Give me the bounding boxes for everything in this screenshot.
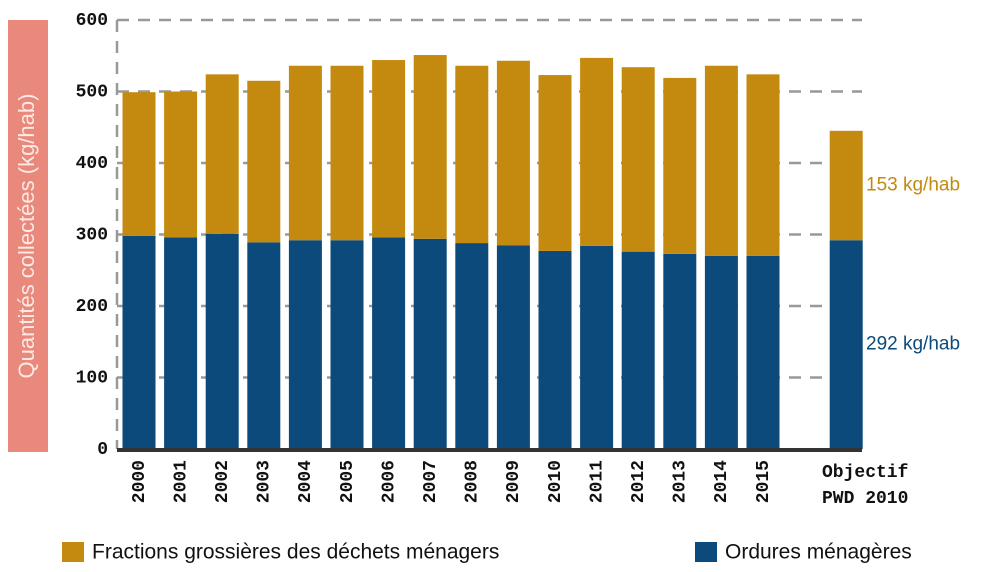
x-tick-label: 2000 [130,460,150,503]
bar-segment [413,238,447,449]
legend-swatch [695,542,717,562]
bar-segment [746,255,780,449]
x-tick-label: 2004 [296,460,316,503]
x-tick-label: 2012 [629,460,649,503]
legend-label: Fractions grossières des déchets ménager… [92,541,499,564]
bar-segment [288,65,322,241]
x-tick-label: 2001 [171,460,191,503]
x-tick-label: 2014 [712,460,732,503]
legend-label: Ordures ménagères [725,541,912,564]
x-tick-label: Objectif PWD 2010 [822,463,909,509]
bar-segment [455,65,489,244]
x-tick-label: 2002 [213,460,233,503]
bar-segment [663,77,697,254]
bar-segment [704,65,738,256]
y-tick-label: 400 [76,154,108,174]
x-tick-label: 2003 [255,460,275,503]
legend-swatch [62,542,84,562]
bar-segment [330,65,364,241]
bar-segment [372,237,406,449]
x-tick-label: 2005 [338,460,358,503]
y-tick-label: 200 [76,297,108,317]
y-tick-label: 300 [76,225,108,245]
bar-segment [288,240,322,449]
value-label: 153 kg/hab [866,175,960,196]
bar-segment [205,233,239,449]
y-axis-label: Quantités collectées (kg/hab) [14,94,39,379]
x-tick-label: 2008 [463,460,483,503]
x-tick-label: 2015 [754,460,774,503]
bar-segment [330,240,364,449]
bar-segment [538,250,572,449]
bar-segment [122,92,156,236]
y-tick-label: 100 [76,368,108,388]
bar-segment [247,242,281,449]
y-tick-label: 500 [76,82,108,102]
bar-segment [372,60,406,238]
bar-segment [580,57,614,246]
bar-segment [746,74,780,256]
x-tick-label: 2007 [421,460,441,503]
bar-segment [413,55,447,239]
bar-segment [455,243,489,449]
bar-segment [663,253,697,449]
bar-segment [621,67,655,252]
bar-segment [496,245,530,449]
y-label-box [8,20,48,452]
value-label: 292 kg/hab [866,334,960,355]
bar-segment [247,80,281,243]
bar-segment [704,255,738,449]
x-tick-label: 2009 [504,460,524,503]
bar-segment [538,75,572,251]
x-tick-label: 2006 [379,460,399,503]
bar-segment [164,91,198,238]
bar-segment [621,251,655,449]
x-tick-label: 2010 [546,460,566,503]
bar-segment [496,60,530,246]
x-tick-label: 2013 [671,460,691,503]
y-tick-label: 0 [97,440,108,460]
bar-segment [580,245,614,449]
bar-segment [205,74,239,234]
bar-segment [122,235,156,449]
bar-segment [164,237,198,449]
bar-segment [829,240,863,449]
y-tick-label: 600 [76,11,108,31]
bar-segment [829,130,863,241]
x-tick-label: 2011 [587,460,607,503]
